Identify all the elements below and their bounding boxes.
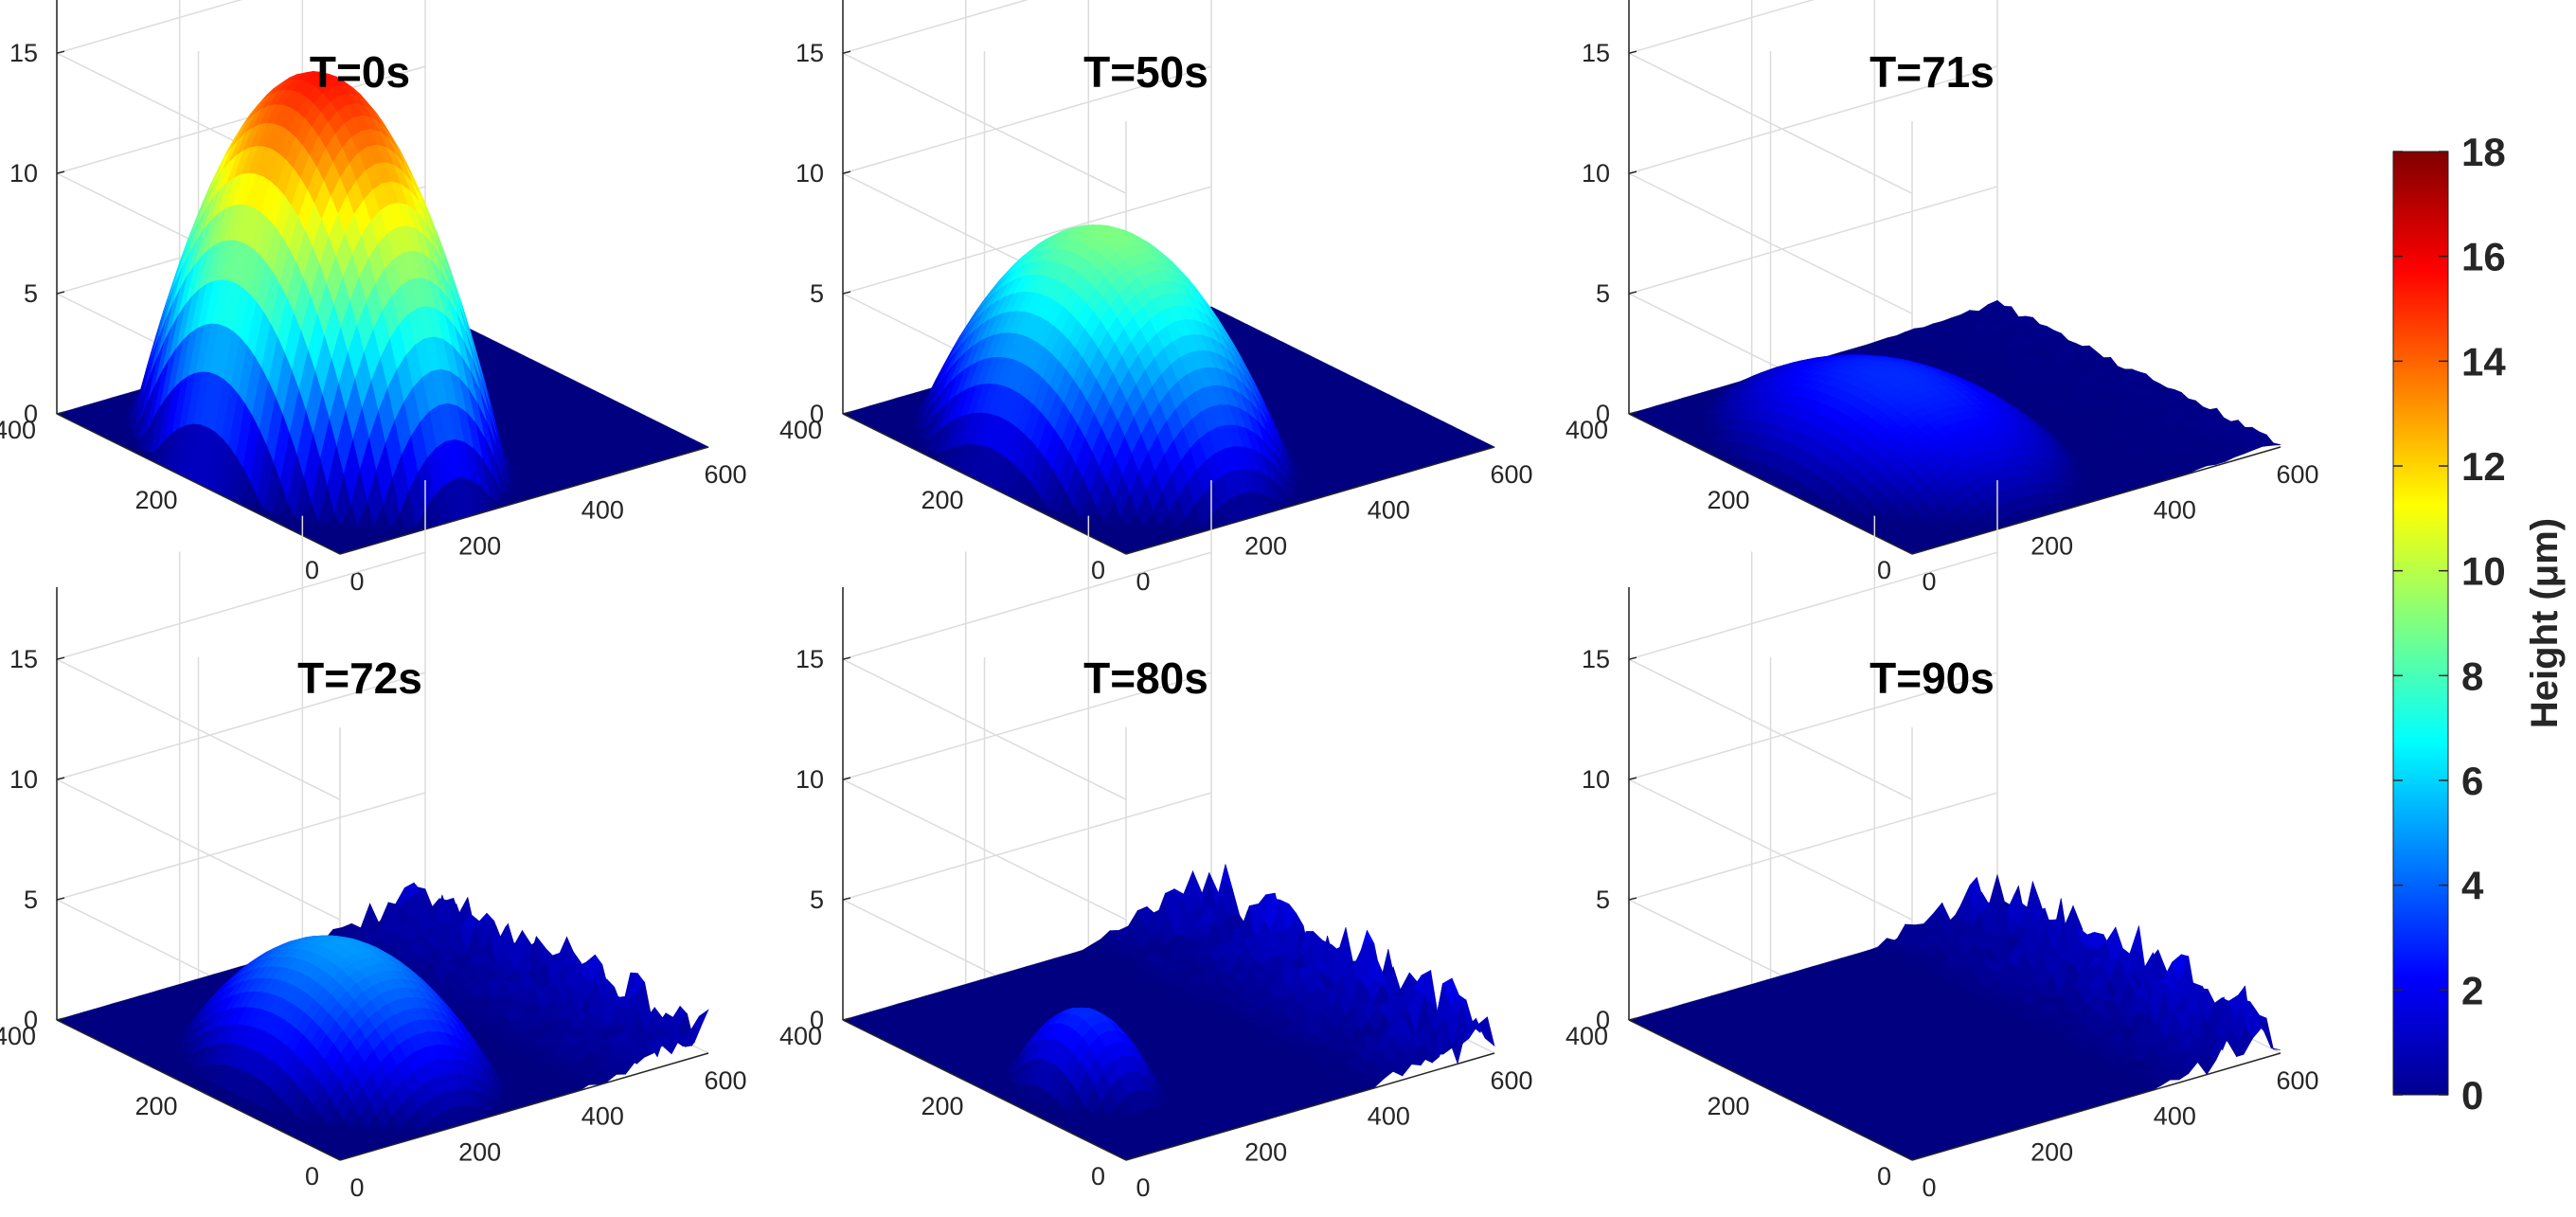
z-tick-label: 15 (796, 39, 824, 67)
panel-title: T=71s (1869, 47, 1995, 97)
grid-line (54, 671, 426, 921)
y-tick-label: 0 (1091, 556, 1105, 584)
x-tick-label: 400 (581, 496, 624, 525)
z-tick-mark (1628, 291, 1637, 295)
z-tick-label: 5 (810, 279, 824, 308)
z-tick-mark (56, 170, 65, 174)
y-tick-label: 200 (1707, 486, 1749, 514)
y-tick-label: 200 (134, 486, 177, 514)
y-tick-label: 400 (779, 416, 822, 444)
z-tick-label: 10 (9, 159, 38, 188)
z-tick-mark (56, 291, 65, 295)
panel-title: T=50s (1083, 47, 1208, 97)
z-tick-label: 10 (1582, 159, 1610, 188)
y-tick-label: 400 (1565, 416, 1608, 444)
panel-title: T=0s (310, 47, 410, 97)
x-tick-label: 400 (1368, 496, 1410, 525)
x-tick-label: 400 (2154, 496, 2196, 525)
grid-line (1626, 0, 1913, 194)
x-tick-label: 600 (1490, 460, 1532, 489)
z-tick-mark (1628, 170, 1637, 174)
z-tick-label: 15 (9, 39, 38, 67)
y-tick-label: 200 (921, 486, 963, 514)
surface (56, 71, 709, 555)
surface-panels: 05101502004000200400600T=0s0510150200400… (0, 0, 2319, 1202)
x-tick-label: 200 (1244, 531, 1287, 560)
z-tick-mark (842, 170, 851, 174)
grid-line (840, 0, 1127, 194)
y-tick-label: 400 (0, 416, 36, 444)
z-tick-mark (842, 291, 851, 295)
y-tick-label: 0 (1877, 556, 1891, 584)
z-tick-label: 5 (1596, 279, 1610, 308)
z-tick-mark (842, 50, 851, 54)
z-tick-label: 15 (1582, 39, 1610, 67)
grid-line (1626, 65, 1998, 314)
y-tick-label: 0 (305, 556, 319, 584)
x-tick-label: 600 (704, 460, 746, 489)
z-tick-label: 10 (796, 159, 824, 188)
z-tick-label: 5 (24, 279, 38, 308)
x-tick-label: 200 (2030, 531, 2073, 560)
x-tick-label: 200 (458, 531, 501, 560)
z-tick-mark (56, 50, 65, 54)
x-tick-label: 600 (2276, 460, 2318, 489)
z-tick-mark (1628, 50, 1637, 54)
